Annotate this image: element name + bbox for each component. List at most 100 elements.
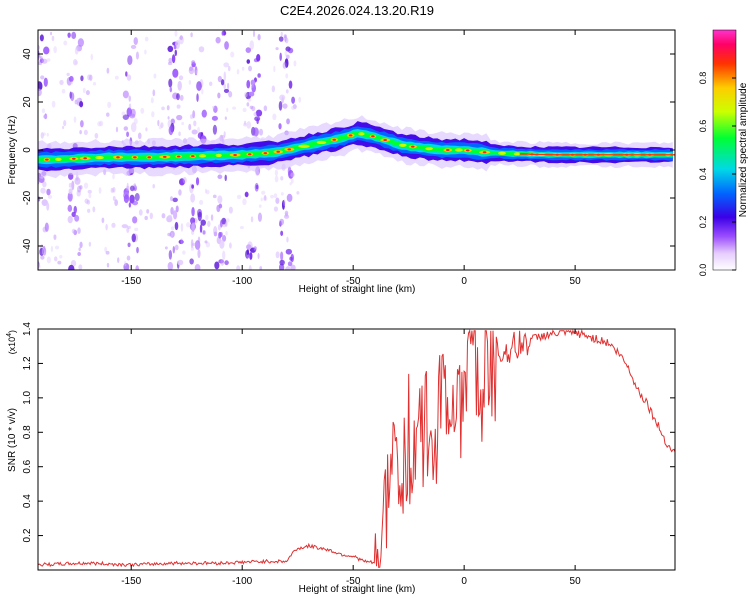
noise-speckle [280, 192, 284, 196]
ridge-core-peak [371, 135, 375, 138]
noise-speckle [160, 122, 164, 129]
noise-speckle [92, 206, 96, 213]
noise-speckle [38, 264, 41, 270]
noise-speckle [257, 73, 261, 78]
noise-speckle [245, 47, 252, 54]
noise-speckle [250, 79, 256, 86]
noise-speckle [248, 65, 253, 72]
ridge-core [95, 156, 104, 160]
noise-speckle [289, 256, 293, 261]
noise-speckle [51, 100, 56, 108]
y-tick-label: 0.6 [22, 459, 33, 473]
noise-speckle [121, 224, 129, 229]
noise-speckle [243, 120, 247, 126]
noise-speckle [254, 182, 259, 192]
noise-speckle [129, 185, 135, 192]
noise-speckle [46, 58, 51, 62]
noise-speckle [275, 251, 280, 259]
noise-speckle [151, 111, 155, 118]
noise-speckle [217, 174, 223, 180]
ridge-core-peak [287, 148, 292, 151]
noise-speckle [67, 32, 71, 38]
noise-speckle [279, 259, 285, 266]
noise-speckle [68, 264, 75, 270]
noise-speckle [171, 54, 176, 64]
noise-speckle [194, 240, 201, 250]
noise-speckle [217, 224, 221, 231]
noise-speckle [211, 105, 215, 109]
noise-speckle [256, 54, 261, 62]
noise-speckle [236, 69, 240, 75]
y-tick-label: -20 [22, 190, 33, 205]
noise-speckle [168, 125, 174, 136]
noise-speckle [223, 131, 226, 138]
noise-speckle [285, 89, 289, 94]
noise-speckle [283, 214, 290, 219]
noise-speckle [106, 67, 110, 74]
noise-speckle [135, 51, 140, 60]
noise-speckle [176, 93, 180, 101]
noise-speckle [85, 90, 90, 96]
noise-speckle [67, 191, 73, 202]
noise-speckle [185, 222, 191, 228]
noise-speckle [255, 109, 263, 117]
noise-speckle [59, 79, 64, 86]
noise-speckle [241, 66, 245, 71]
noise-speckle [84, 198, 89, 204]
noise-speckle [41, 199, 48, 206]
ridge-core-peak [83, 157, 87, 160]
x-tick-label: -150 [121, 276, 141, 287]
noise-speckle [196, 93, 199, 102]
snr-xlabel: Height of straight line (km) [299, 584, 416, 595]
x-tick-label: -50 [346, 276, 361, 287]
x-tick-label: 50 [570, 276, 582, 287]
noise-speckle [286, 236, 289, 243]
noise-speckle [38, 88, 42, 97]
ridge-core [513, 152, 521, 156]
noise-speckle [126, 255, 131, 261]
noise-speckle [180, 222, 184, 232]
noise-speckle [42, 181, 47, 188]
noise-speckle [280, 251, 284, 261]
noise-speckle [246, 249, 250, 256]
noise-speckle [222, 250, 226, 260]
noise-speckle [83, 182, 89, 189]
noise-speckle [248, 91, 255, 97]
ridge-core [198, 154, 207, 158]
noise-speckle [67, 215, 73, 224]
noise-speckle [263, 105, 268, 112]
colorbar-tick-label: 0.4 [698, 168, 708, 181]
noise-speckle [40, 132, 44, 139]
noise-speckle [274, 175, 279, 183]
snr-multiplier-close: ) [7, 330, 17, 333]
y-tick-label: 0.8 [22, 425, 33, 439]
y-tick-label: 40 [22, 48, 33, 60]
ridge-core-peak [191, 155, 195, 158]
noise-speckle [78, 247, 81, 252]
noise-speckle [287, 47, 294, 54]
noise-speckle [167, 261, 174, 270]
noise-speckle [250, 83, 254, 88]
noise-speckle [39, 247, 44, 256]
noise-speckle [114, 75, 119, 80]
noise-speckle [130, 44, 137, 50]
noise-speckle [173, 45, 177, 50]
noise-speckle [88, 192, 92, 199]
noise-speckle [242, 198, 247, 206]
noise-speckle [257, 252, 260, 260]
noise-speckle [47, 194, 53, 199]
ridge-core-peak [247, 153, 252, 156]
noise-speckle [117, 257, 120, 263]
colorbar-tick-label: 0.8 [698, 72, 708, 85]
noise-speckle [122, 114, 130, 120]
noise-speckle [135, 265, 140, 270]
noise-speckle [80, 120, 84, 128]
noise-speckle [172, 68, 179, 78]
noise-speckle [177, 80, 182, 91]
noise-speckle [70, 92, 75, 102]
noise-speckle [285, 54, 290, 60]
colorbar-gradient [712, 29, 737, 271]
noise-speckle [180, 238, 183, 245]
noise-speckle [225, 218, 230, 223]
noise-speckle [188, 79, 192, 85]
